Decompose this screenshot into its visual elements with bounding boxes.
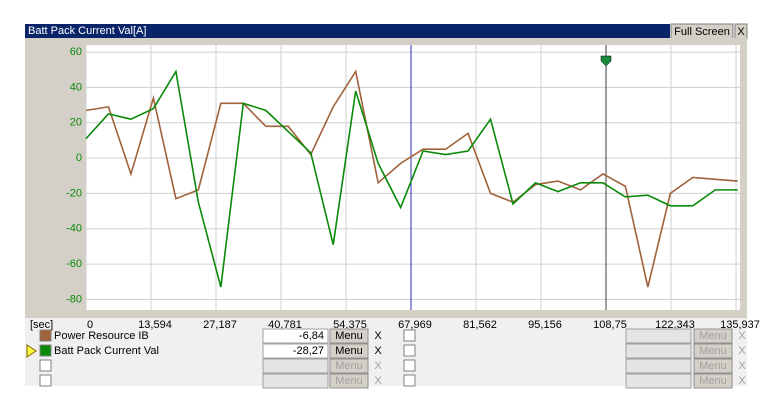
menu-label[interactable]: Menu [335, 345, 363, 357]
readout-value: -28,27 [293, 345, 324, 357]
menu-button[interactable] [693, 343, 733, 359]
readout-box [625, 373, 692, 389]
readout-box [625, 358, 692, 374]
title-bar [25, 24, 670, 38]
remove-label[interactable]: X [738, 375, 746, 387]
readout-value: -6,84 [299, 330, 324, 342]
legend-label: Power Resource IB [54, 330, 149, 342]
menu-button[interactable] [329, 358, 369, 374]
menu-label[interactable]: Menu [699, 330, 727, 342]
x-unit: [sec] [30, 319, 53, 331]
readout-box [262, 328, 329, 344]
menu-button[interactable] [693, 358, 733, 374]
y-tick-label: 0 [76, 152, 82, 164]
menu-button[interactable] [329, 328, 369, 344]
x-tick-label: 67,969 [398, 319, 432, 331]
remove-label[interactable]: X [738, 345, 746, 357]
y-tick-label: -20 [66, 187, 82, 199]
y-tick-label: 20 [70, 117, 82, 129]
readout-box [625, 328, 692, 344]
remove-label[interactable]: X [374, 360, 382, 372]
readout-box [262, 358, 329, 374]
x-tick-label: 135,937 [720, 319, 760, 331]
series-line [85, 69, 738, 288]
checkbox[interactable] [39, 329, 52, 342]
x-tick-label: 95,156 [528, 319, 562, 331]
checkbox[interactable] [39, 359, 52, 372]
checkbox[interactable] [403, 374, 416, 387]
x-tick-label: 0 [87, 319, 93, 331]
full-screen-label[interactable]: Full Screen [674, 26, 730, 38]
remove-label[interactable]: X [738, 330, 746, 342]
checkbox[interactable] [39, 344, 52, 357]
menu-label[interactable]: Menu [699, 360, 727, 372]
y-tick-label: -40 [66, 223, 82, 235]
x-tick-label: 40,781 [268, 319, 302, 331]
active-marker [26, 344, 37, 358]
readout-box [625, 343, 692, 359]
checkbox[interactable] [403, 344, 416, 357]
remove-label[interactable]: X [738, 360, 746, 372]
menu-label[interactable]: Menu [335, 360, 363, 372]
series-line [85, 69, 738, 288]
readout-box [262, 373, 329, 389]
y-tick-label: 60 [70, 46, 82, 58]
x-tick-label: 81,562 [463, 319, 497, 331]
remove-label[interactable]: X [374, 345, 382, 357]
x-tick-label: 108,75 [593, 319, 627, 331]
cursor-handle[interactable] [600, 55, 612, 67]
x-tick-label: 54,375 [333, 319, 367, 331]
menu-button[interactable] [329, 373, 369, 389]
y-tick-label: -60 [66, 258, 82, 270]
menu-label[interactable]: Menu [335, 330, 363, 342]
remove-label[interactable]: X [374, 375, 382, 387]
chart-title: Batt Pack Current Val[A] [28, 25, 146, 37]
checkbox[interactable] [403, 329, 416, 342]
remove-label[interactable]: X [374, 330, 382, 342]
readout-box [262, 343, 329, 359]
x-tick-label: 13,594 [138, 319, 172, 331]
checkbox[interactable] [403, 359, 416, 372]
checkbox[interactable] [39, 374, 52, 387]
menu-label[interactable]: Menu [699, 375, 727, 387]
y-tick-label: 40 [70, 81, 82, 93]
menu-button[interactable] [693, 328, 733, 344]
close-label[interactable]: X [737, 26, 745, 38]
x-tick-label: 122,343 [655, 319, 695, 331]
legend-label: Batt Pack Current Val [54, 345, 159, 357]
menu-label[interactable]: Menu [699, 345, 727, 357]
x-tick-label: 27,187 [203, 319, 237, 331]
y-tick-label: -80 [66, 293, 82, 305]
menu-button[interactable] [693, 373, 733, 389]
menu-label[interactable]: Menu [335, 375, 363, 387]
menu-button[interactable] [329, 343, 369, 359]
